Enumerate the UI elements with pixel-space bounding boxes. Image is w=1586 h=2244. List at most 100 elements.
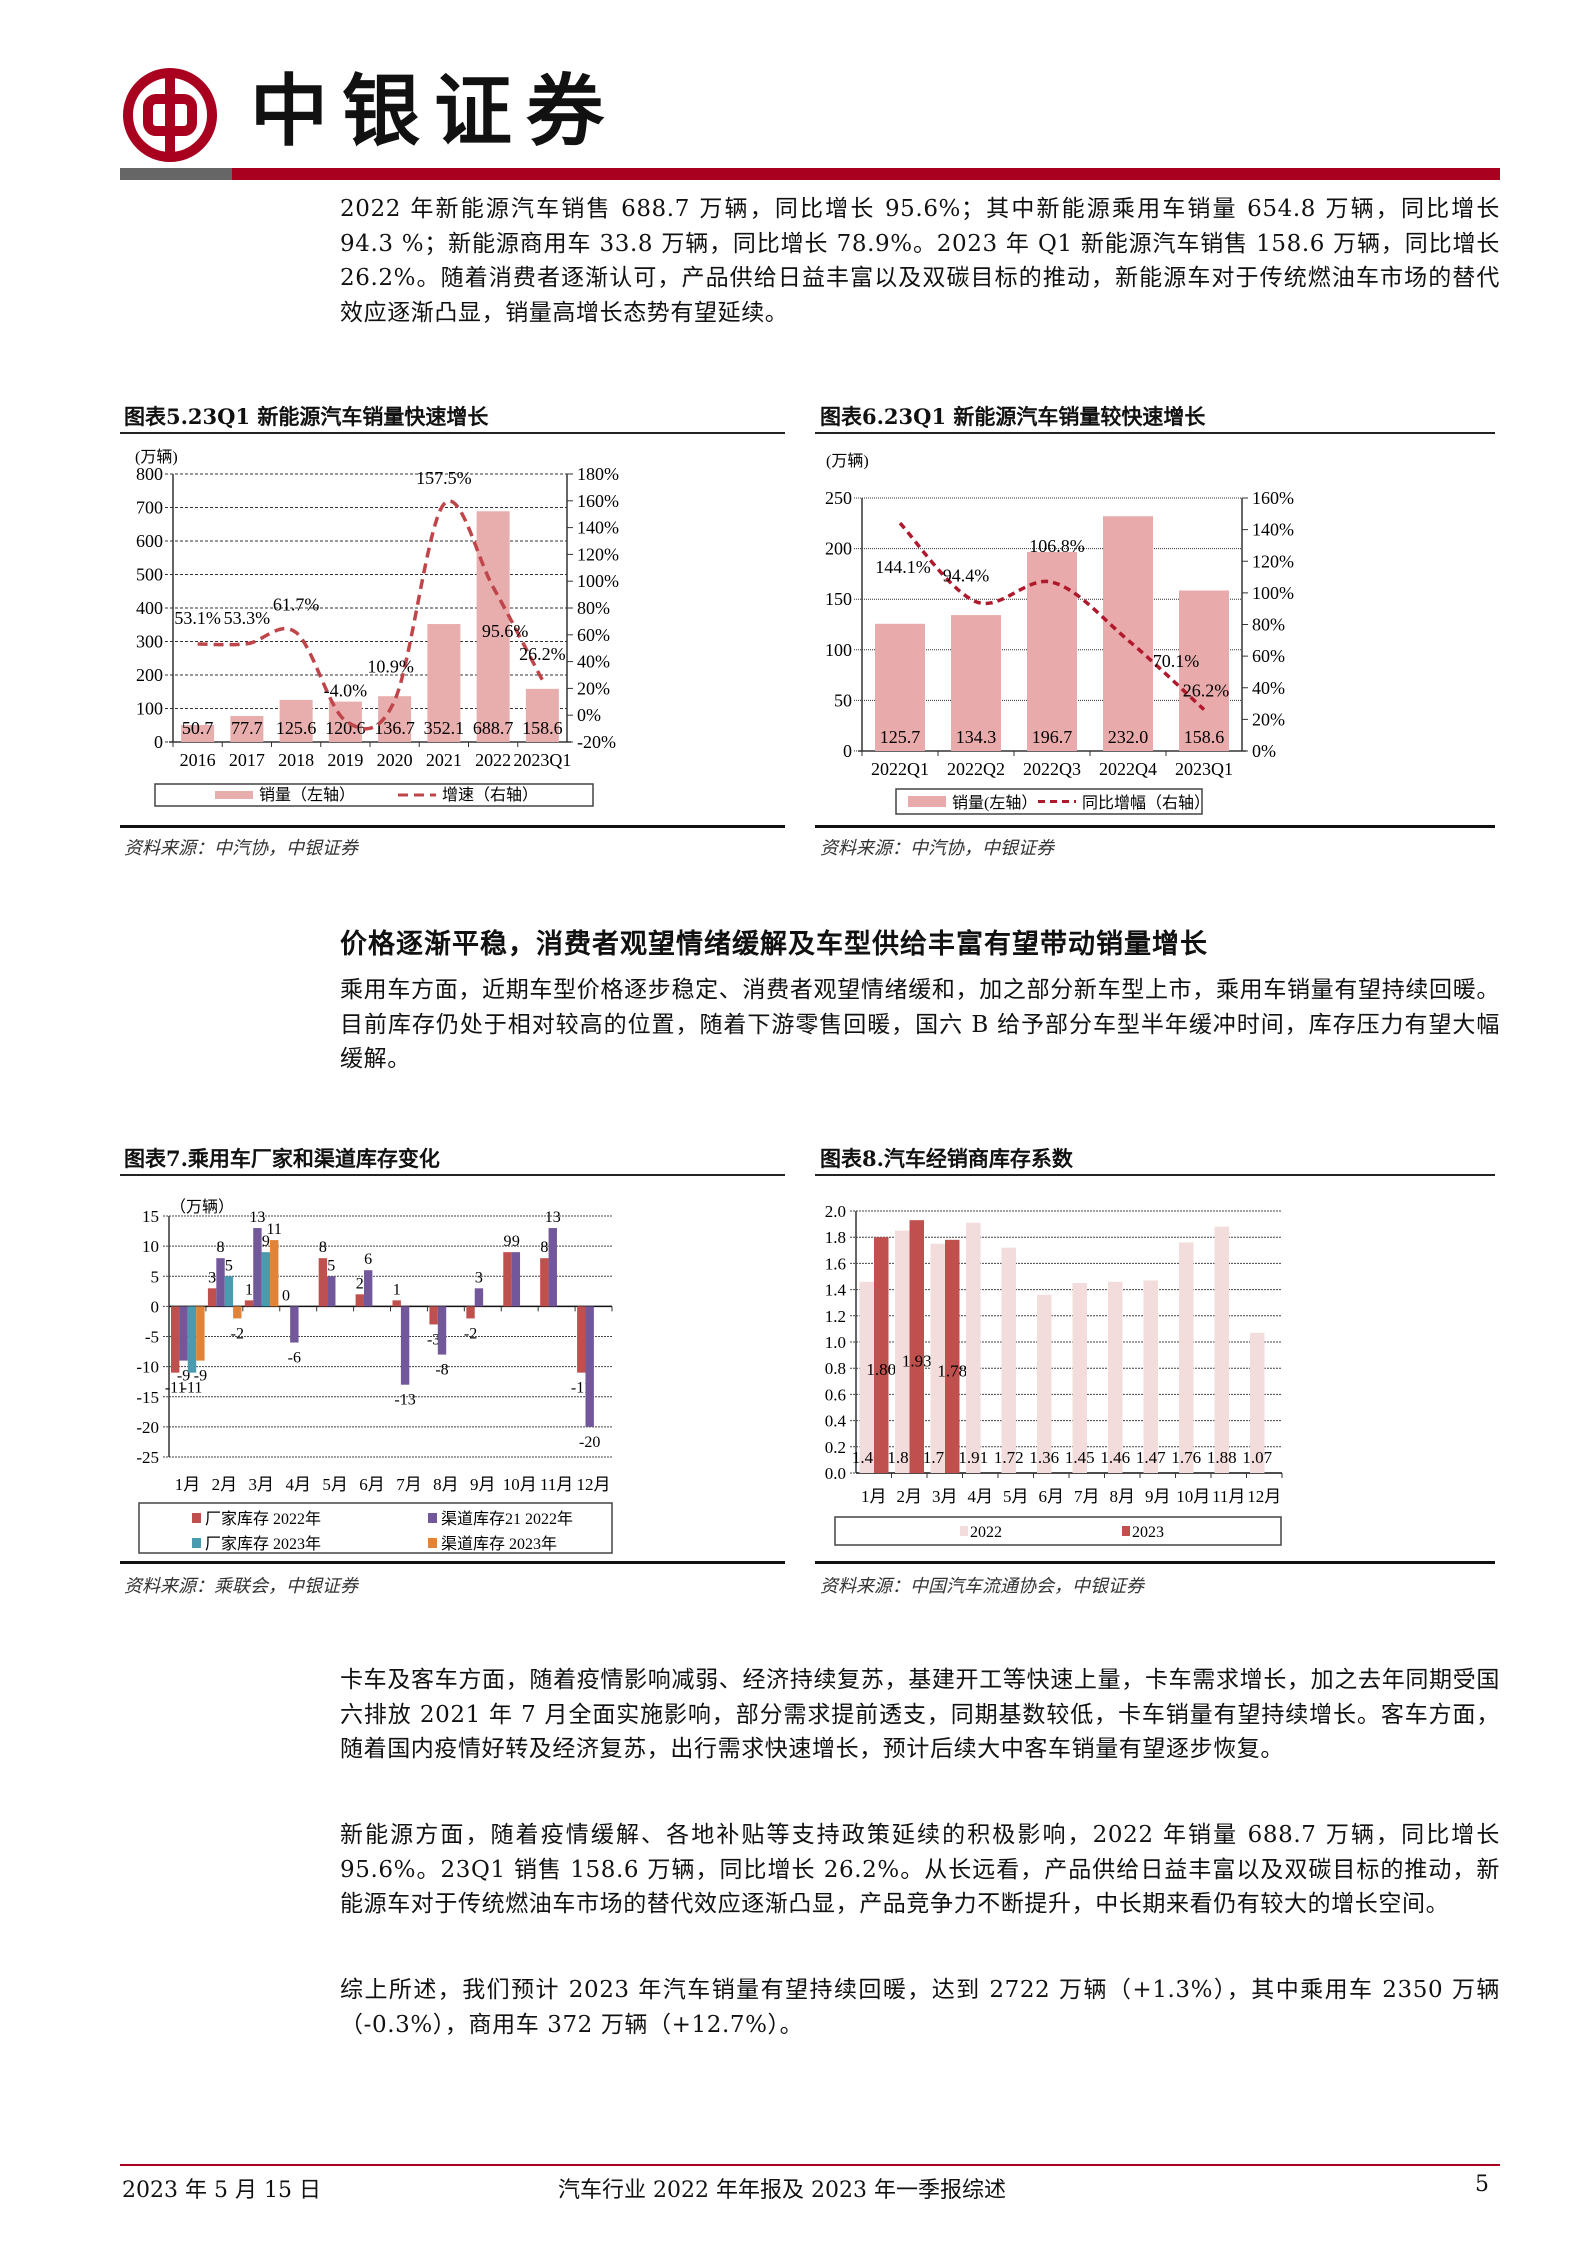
y-tick-label: 1.8 [825, 1228, 846, 1247]
y-tick-left: 200 [825, 539, 852, 559]
bar-value-label: 352.1 [424, 718, 465, 738]
chart8-title-rule [815, 1174, 1495, 1176]
growth-label: 70.1% [1153, 651, 1200, 671]
bar-value-label: 1 [245, 1281, 253, 1298]
x-tick-label: 11月 [1212, 1487, 1245, 1506]
bar [187, 1306, 197, 1373]
bar [196, 1306, 205, 1361]
growth-label: 106.8% [1029, 536, 1085, 556]
bar [429, 1306, 438, 1325]
bar [474, 1288, 484, 1307]
y-tick-label: 1.0 [825, 1333, 846, 1352]
y-tick-right: 160% [577, 491, 619, 511]
y-tick-label: 1.4 [825, 1281, 847, 1300]
chart6-source-rule [815, 825, 1495, 828]
bar-value-label: -11 [165, 1380, 186, 1397]
bar [1214, 1226, 1229, 1473]
bar [476, 511, 510, 742]
bar-value-label: -9 [194, 1368, 207, 1385]
growth-label: 157.5% [416, 468, 472, 488]
y-tick-left: 700 [136, 498, 163, 518]
bar [318, 1258, 328, 1307]
bar-value-label: 50.7 [182, 718, 214, 738]
legend-label-line: 增速（右轴） [442, 786, 538, 804]
bar [909, 1220, 924, 1473]
growth-label: 53.3% [224, 608, 271, 628]
legend-swatch [960, 1526, 968, 1536]
bar [859, 1281, 874, 1473]
bar-value-label: -13 [394, 1392, 415, 1409]
y-tick-left: 500 [136, 565, 163, 585]
bar-value-label: 1.76 [1171, 1448, 1201, 1467]
bar [224, 1276, 234, 1307]
y-tick-right: 40% [1252, 678, 1285, 698]
paragraph-nev-sales: 2022 年新能源汽车销售 688.7 万辆，同比增长 95.6%；其中新能源乘… [340, 196, 1500, 326]
chart5-source-rule [120, 825, 785, 828]
x-tick-label: 9月 [470, 1475, 496, 1494]
chart7-source: 资料来源：乘联会，中银证券 [124, 1576, 358, 1597]
bar-value-label: 5 [327, 1257, 335, 1274]
bar-value-label: 9 [512, 1233, 520, 1250]
y-tick-left: 0 [843, 741, 852, 761]
bar-value-label: 11 [267, 1221, 282, 1238]
bar-value-label: 1.46 [1100, 1448, 1130, 1467]
bar [327, 1276, 336, 1307]
bar [503, 1252, 512, 1307]
bar-value-label: 8 [540, 1239, 548, 1256]
bar-value-label: 1.72 [994, 1448, 1024, 1467]
legend-swatch [428, 1513, 437, 1523]
bar [1103, 516, 1153, 751]
bar-value-label: 0 [282, 1287, 290, 1304]
unit-label: (万辆) [135, 448, 178, 466]
x-tick-label: 2022Q2 [947, 759, 1005, 779]
x-tick-label: 2022Q4 [1099, 759, 1157, 779]
bar [1250, 1332, 1265, 1473]
legend-label: 渠道库存21 2022年 [441, 1510, 573, 1528]
y-tick-right: 80% [577, 598, 610, 618]
bar-value-label: 1.80 [866, 1360, 896, 1379]
bar-value-label: 8 [319, 1239, 327, 1256]
growth-label: 26.2% [1183, 681, 1230, 701]
y-tick-left: 300 [136, 632, 163, 652]
bar-value-label: 158.6 [1184, 727, 1225, 747]
bar-value-label: -9 [177, 1368, 190, 1385]
bar [179, 1306, 188, 1361]
x-tick-label: 2022 [475, 750, 511, 770]
paragraph-new-energy: 新能源方面，随着疫情缓解、各地补贴等支持政策延续的积极影响，2022 年销量 6… [340, 1822, 1500, 1918]
legend-box [154, 783, 594, 807]
header-bar-red [232, 168, 1500, 180]
bar-value-label: -8 [435, 1362, 448, 1379]
x-tick-label: 4月 [968, 1487, 994, 1506]
bar [181, 725, 215, 742]
bar-value-label: 136.7 [374, 718, 415, 738]
x-tick-label: 2018 [278, 750, 314, 770]
y-tick-right: 180% [577, 464, 619, 484]
bar-value-label: 1.45 [1065, 1448, 1095, 1467]
bar [216, 1258, 225, 1307]
y-tick-label: 10 [142, 1237, 159, 1256]
bar [466, 1306, 475, 1319]
x-tick-label: 2021 [426, 750, 462, 770]
y-tick-label: 1.2 [825, 1307, 846, 1326]
bar-value-label: 8 [217, 1239, 225, 1256]
bar [233, 1306, 242, 1319]
y-tick-label: -5 [145, 1328, 159, 1347]
bar-value-label: -11 [571, 1380, 592, 1397]
bar-value-label: 1.46 [852, 1448, 882, 1467]
growth-label: 53.1% [174, 608, 221, 628]
logo [122, 67, 218, 163]
bar-value-label: 1.91 [958, 1448, 988, 1467]
y-tick-label: 0.0 [825, 1464, 846, 1483]
bar-value-label: 1.78 [937, 1361, 967, 1380]
bar-value-label: 9 [262, 1233, 270, 1250]
bar [577, 1306, 586, 1373]
y-tick-label: 0.6 [825, 1385, 846, 1404]
legend-label-bar: 销量(左轴） [952, 794, 1037, 812]
y-tick-label: 0.4 [825, 1412, 847, 1431]
bar [1179, 1242, 1194, 1473]
header-bar-gray [120, 168, 232, 180]
bar [1179, 590, 1229, 751]
y-tick-label: 2.0 [825, 1202, 846, 1221]
section-heading: 价格逐渐平稳，消费者观望情绪缓解及车型供给丰富有望带动销量增长 [340, 929, 1208, 960]
chart8-source-rule [815, 1561, 1495, 1564]
